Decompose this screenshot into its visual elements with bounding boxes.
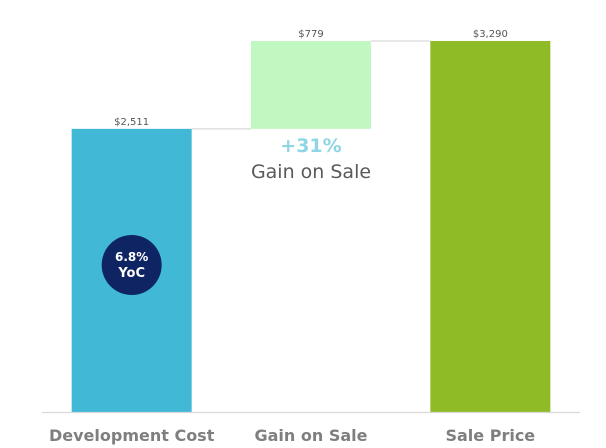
yoc-badge-label: YoC bbox=[117, 266, 145, 281]
gain-percent-annotation: +31% bbox=[280, 135, 341, 157]
value-label-sale-price: $3,290 bbox=[473, 29, 508, 40]
category-label-gain-on-sale: Gain on Sale bbox=[255, 426, 368, 445]
category-label-development-cost: Development Cost bbox=[49, 426, 215, 445]
bar-sale-price bbox=[430, 41, 551, 412]
yoc-badge bbox=[101, 235, 162, 295]
bar-gain-on-sale bbox=[251, 41, 371, 129]
value-label-gain-on-sale: $779 bbox=[298, 29, 323, 40]
value-label-development-cost: $2,511 bbox=[114, 117, 149, 128]
gain-text-annotation: Gain on Sale bbox=[251, 161, 371, 183]
yoc-badge-percent: 6.8% bbox=[115, 250, 148, 264]
category-label-sale-price: Sale Price bbox=[445, 426, 535, 445]
